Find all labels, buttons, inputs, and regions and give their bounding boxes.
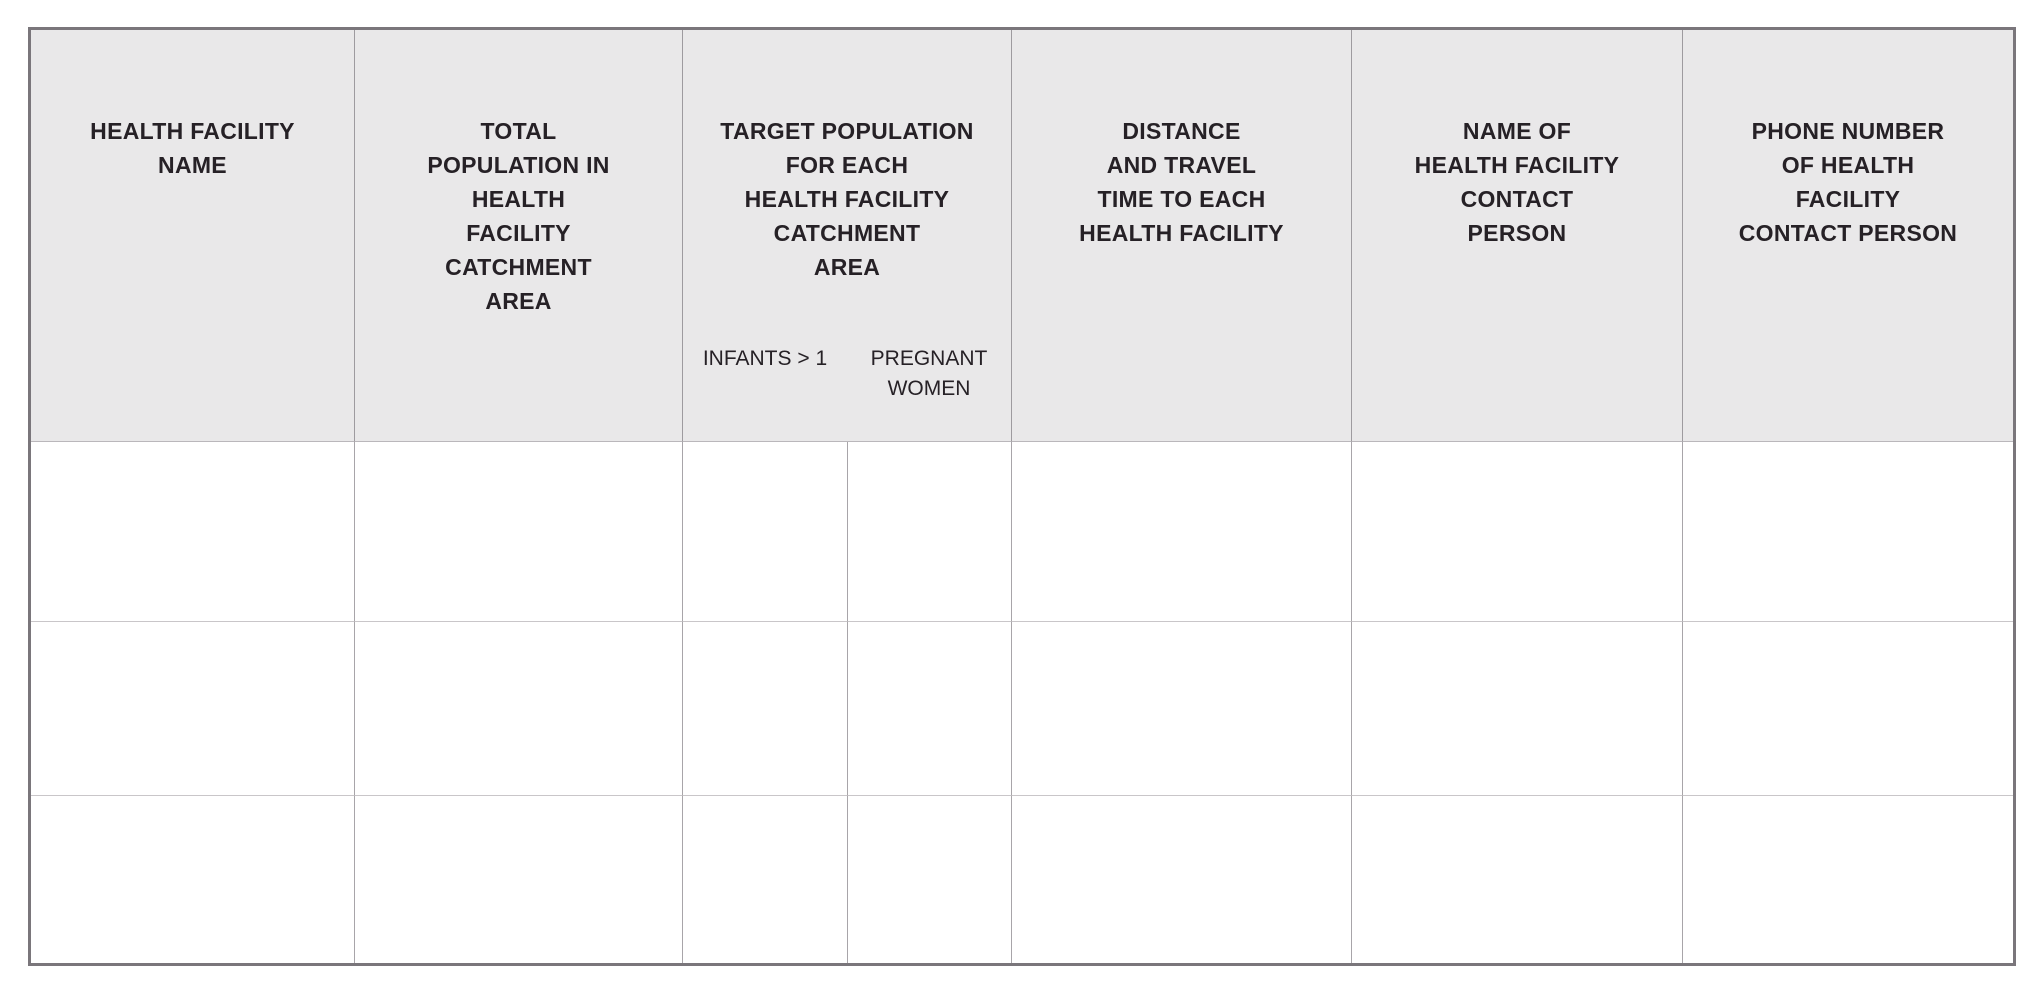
column-header-label: NAME OF HEALTH FACILITY CONTACT PERSON — [1414, 118, 1620, 246]
header-cell-health-facility-name: HEALTH FACILITY NAME — [31, 30, 355, 442]
health-facility-table: HEALTH FACILITY NAME TOTAL POPULATION IN… — [28, 27, 2016, 966]
body-cell-total-population — [355, 442, 683, 622]
body-cell-pregnant-women — [848, 442, 1012, 622]
body-cell-distance-travel-time — [1012, 622, 1352, 796]
header-cell-contact-person-name: NAME OF HEALTH FACILITY CONTACT PERSON — [1352, 30, 1683, 442]
column-header-label: DISTANCE AND TRAVEL TIME TO EACH HEALTH … — [1079, 118, 1284, 246]
body-cell-facility-name — [31, 442, 355, 622]
subcolumn-header-pregnant-women: PREGNANT WOMEN — [870, 347, 988, 400]
body-cell-distance-travel-time — [1012, 796, 1352, 963]
body-cell-infants — [683, 442, 848, 622]
column-header-label: TOTAL POPULATION IN HEALTH FACILITY CATC… — [427, 118, 610, 314]
subcolumn-header-infants: INFANTS > 1 — [702, 347, 828, 370]
body-cell-pregnant-women — [848, 796, 1012, 963]
header-cell-total-population: TOTAL POPULATION IN HEALTH FACILITY CATC… — [355, 30, 683, 442]
body-cell-contact-name — [1352, 442, 1683, 622]
header-cell-target-population: TARGET POPULATION FOR EACH HEALTH FACILI… — [683, 30, 1012, 442]
target-population-subheader-row: INFANTS > 1 PREGNANT WOMEN — [683, 344, 1011, 404]
body-cell-contact-phone — [1683, 622, 2013, 796]
body-cell-distance-travel-time — [1012, 442, 1352, 622]
column-header-label: HEALTH FACILITY NAME — [90, 118, 295, 178]
body-cell-infants — [683, 622, 848, 796]
body-cell-facility-name — [31, 796, 355, 963]
body-cell-pregnant-women — [848, 622, 1012, 796]
header-cell-distance-travel-time: DISTANCE AND TRAVEL TIME TO EACH HEALTH … — [1012, 30, 1352, 442]
body-cell-contact-name — [1352, 796, 1683, 963]
header-cell-contact-person-phone: PHONE NUMBER OF HEALTH FACILITY CONTACT … — [1683, 30, 2013, 442]
body-cell-infants — [683, 796, 848, 963]
column-header-label: PHONE NUMBER OF HEALTH FACILITY CONTACT … — [1738, 118, 1958, 246]
body-cell-total-population — [355, 796, 683, 963]
column-header-label: TARGET POPULATION FOR EACH HEALTH FACILI… — [720, 118, 974, 280]
body-cell-facility-name — [31, 622, 355, 796]
body-cell-contact-phone — [1683, 796, 2013, 963]
body-cell-total-population — [355, 622, 683, 796]
body-cell-contact-name — [1352, 622, 1683, 796]
body-cell-contact-phone — [1683, 442, 2013, 622]
